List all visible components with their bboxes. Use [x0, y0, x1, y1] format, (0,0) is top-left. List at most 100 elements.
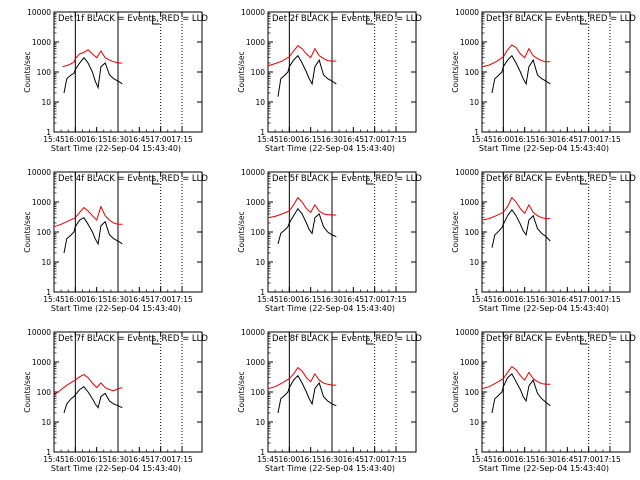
y-tick-label: 1000 — [460, 38, 479, 47]
x-tick-label: 16:45 — [129, 455, 151, 464]
x-axis-label: Start Time (22-Sep-04 15:43:40) — [51, 304, 181, 313]
x-tick-label: 17:15 — [385, 455, 407, 464]
x-tick-label: 16:30 — [535, 295, 557, 304]
x-tick-label: 16:15 — [86, 135, 108, 144]
x-tick-label: 16:45 — [129, 295, 151, 304]
x-tick-label: 16:30 — [321, 455, 343, 464]
y-tick-label: 1000 — [460, 198, 479, 207]
y-tick-label: 10000 — [455, 8, 479, 17]
chart-panel: Det 8f BLACK = Events, RED = LLD 1 10 100 10… — [237, 328, 422, 473]
y-tick-label: 1 — [260, 128, 265, 137]
chart-title: Det 7f BLACK = Events, RED = LLD — [58, 334, 208, 344]
x-axis-label: Start Time (22-Sep-04 15:43:40) — [265, 304, 395, 313]
y-tick-label: 1000 — [32, 38, 51, 47]
l-marker — [580, 175, 588, 185]
y-tick-label: 100 — [37, 388, 52, 397]
y-tick-label: 100 — [251, 388, 266, 397]
x-axis-label: Start Time (22-Sep-04 15:43:40) — [479, 304, 609, 313]
y-axis-label: Counts/sec — [23, 211, 32, 252]
x-axis-label: Start Time (22-Sep-04 15:43:40) — [479, 144, 609, 153]
events-series-line — [277, 207, 337, 245]
plot-frame — [481, 331, 631, 453]
x-tick-label: 15:45 — [43, 455, 65, 464]
y-tick-label: 1000 — [32, 198, 51, 207]
l-marker — [580, 15, 588, 25]
y-tick-label: 1000 — [246, 358, 265, 367]
x-tick-label: 17:15 — [599, 135, 621, 144]
y-tick-label: 100 — [465, 388, 480, 397]
x-tick-label: 16:15 — [300, 455, 322, 464]
y-tick-label: 1 — [474, 128, 479, 137]
chart-panel: Det 9f BLACK = Events, RED = LLD 1 10 100 10… — [451, 328, 636, 473]
x-tick-label: 17:00 — [364, 135, 386, 144]
chart-title: Det 9f BLACK = Events, RED = LLD — [486, 334, 636, 344]
x-axis-label: Start Time (22-Sep-04 15:43:40) — [479, 464, 609, 473]
y-tick-label: 10000 — [241, 328, 265, 337]
x-tick-label: 17:15 — [171, 295, 193, 304]
events-series-line — [63, 386, 123, 414]
x-tick-label: 17:15 — [385, 135, 407, 144]
y-tick-label: 10000 — [27, 168, 51, 177]
events-series-line — [63, 217, 123, 254]
y-tick-label: 10 — [469, 258, 479, 267]
x-tick-label: 16:15 — [514, 455, 536, 464]
x-tick-label: 17:15 — [599, 295, 621, 304]
y-tick-label: 10000 — [455, 328, 479, 337]
l-marker — [152, 175, 160, 185]
y-tick-label: 1 — [46, 448, 51, 457]
x-tick-label: 16:30 — [107, 135, 129, 144]
x-tick-label: 15:45 — [471, 135, 493, 144]
y-axis-label: Counts/sec — [237, 51, 246, 92]
x-tick-label: 16:00 — [493, 455, 515, 464]
y-tick-label: 10 — [469, 98, 479, 107]
l-marker — [152, 335, 160, 345]
x-tick-label: 15:45 — [471, 455, 493, 464]
x-tick-label: 17:15 — [599, 455, 621, 464]
x-tick-label: 16:45 — [557, 135, 579, 144]
y-axis-label: Counts/sec — [23, 371, 32, 412]
events-series-line — [491, 54, 551, 94]
l-marker — [366, 175, 374, 185]
plot-frame — [481, 171, 631, 293]
y-axis-label: Counts/sec — [237, 211, 246, 252]
chart-title: Det 4f BLACK = Events, RED = LLD — [58, 174, 208, 184]
x-tick-label: 16:30 — [535, 455, 557, 464]
y-tick-label: 1 — [260, 448, 265, 457]
x-tick-label: 17:00 — [364, 455, 386, 464]
x-tick-label: 16:45 — [557, 295, 579, 304]
l-marker — [152, 15, 160, 25]
lld-series-line — [53, 205, 123, 228]
x-tick-label: 16:00 — [279, 295, 301, 304]
x-tick-label: 16:45 — [343, 135, 365, 144]
x-tick-label: 16:00 — [65, 135, 87, 144]
x-tick-label: 15:45 — [471, 295, 493, 304]
x-axis-label: Start Time (22-Sep-04 15:43:40) — [265, 464, 395, 473]
chart-panel: Det 1f BLACK = Events, RED = LLD 1 10 100 10… — [23, 8, 208, 153]
chart-panel: Det 7f BLACK = Events, RED = LLD 1 10 100 10… — [23, 328, 208, 473]
x-tick-label: 16:00 — [65, 455, 87, 464]
y-tick-label: 10 — [41, 98, 51, 107]
x-tick-label: 16:15 — [514, 135, 536, 144]
lld-series-line — [481, 196, 551, 221]
plot-frame — [267, 171, 417, 293]
x-tick-label: 16:15 — [300, 135, 322, 144]
chart-panel: Det 3f BLACK = Events, RED = LLD 1 10 100 10… — [451, 8, 636, 153]
x-tick-label: 17:00 — [364, 295, 386, 304]
y-tick-label: 1 — [474, 288, 479, 297]
y-tick-label: 10 — [255, 258, 265, 267]
x-tick-label: 17:00 — [578, 295, 600, 304]
l-marker — [366, 15, 374, 25]
x-tick-label: 16:15 — [514, 295, 536, 304]
lld-series-line — [53, 374, 123, 396]
y-tick-label: 10000 — [27, 8, 51, 17]
x-tick-label: 17:15 — [171, 455, 193, 464]
x-tick-label: 16:15 — [86, 455, 108, 464]
y-tick-label: 10000 — [241, 168, 265, 177]
events-series-line — [277, 54, 337, 97]
chart-panel: Det 6f BLACK = Events, RED = LLD 1 10 100 10… — [451, 168, 636, 313]
chart-panel: Det 5f BLACK = Events, RED = LLD 1 10 100 10… — [237, 168, 422, 313]
y-tick-label: 100 — [37, 68, 52, 77]
chart-title: Det 8f BLACK = Events, RED = LLD — [272, 334, 422, 344]
l-marker — [366, 335, 374, 345]
y-tick-label: 10 — [41, 418, 51, 427]
